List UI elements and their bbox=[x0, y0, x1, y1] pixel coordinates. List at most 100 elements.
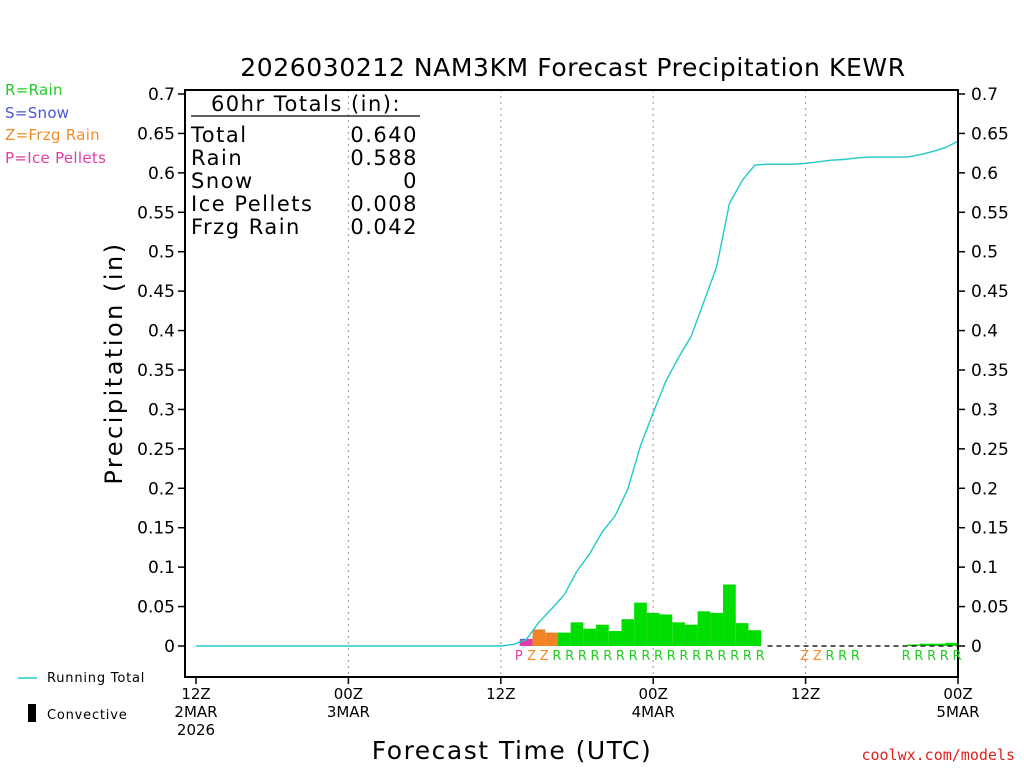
precip-type-letter: Z bbox=[800, 649, 809, 664]
totals-row-label: Total bbox=[190, 123, 248, 147]
precip-type-letter: R bbox=[692, 649, 701, 664]
totals-row-label: Snow bbox=[191, 169, 254, 193]
x-tick-label: 12Z bbox=[486, 685, 515, 703]
precip-bar bbox=[596, 624, 609, 646]
x-axis-label: Forecast Time (UTC) bbox=[372, 736, 652, 765]
precip-type-letter: R bbox=[565, 649, 574, 664]
precip-type-letter: R bbox=[927, 649, 936, 664]
precip-type-letter: R bbox=[641, 649, 650, 664]
precip-bar bbox=[723, 584, 736, 646]
precip-bar bbox=[545, 632, 558, 646]
y-tick-label-right: 0.2 bbox=[971, 479, 998, 499]
y-tick-label-right: 0.4 bbox=[971, 322, 998, 342]
legend-rain: R=Rain bbox=[5, 81, 63, 99]
y-tick-label-right: 0.05 bbox=[971, 598, 1009, 618]
precip-bar bbox=[672, 622, 685, 646]
chart-title: 2026030212 NAM3KM Forecast Precipitation… bbox=[240, 53, 905, 82]
y-tick-label-right: 0.15 bbox=[971, 519, 1009, 539]
y-tick-label-right: 0.65 bbox=[971, 124, 1009, 144]
y-tick-label-right: 0.1 bbox=[971, 558, 998, 578]
x-tick-label: 12Z bbox=[791, 685, 820, 703]
precip-type-letter: R bbox=[654, 649, 663, 664]
y-tick-label-right: 0.5 bbox=[971, 243, 998, 263]
x-tick-label: 00Z bbox=[943, 685, 972, 703]
precip-type-letter: R bbox=[591, 649, 600, 664]
running-total-line bbox=[196, 140, 959, 647]
precip-type-letter: Z bbox=[540, 649, 549, 664]
precip-type-letter: Z bbox=[813, 649, 822, 664]
totals-row-label: Ice Pellets bbox=[191, 192, 313, 216]
precip-type-letter: R bbox=[952, 649, 961, 664]
precip-bar bbox=[907, 644, 920, 646]
precip-bar bbox=[932, 643, 946, 646]
x-tick-label: 00Z bbox=[334, 685, 363, 703]
y-tick-label-left: 0.25 bbox=[137, 440, 175, 460]
x-tick-label: 00Z bbox=[639, 685, 668, 703]
x-tick-label: 3MAR bbox=[327, 703, 370, 721]
legend-snow: S=Snow bbox=[5, 104, 70, 122]
precip-bar bbox=[519, 639, 533, 646]
y-tick-label-left: 0.3 bbox=[148, 400, 175, 420]
precip-bar bbox=[684, 624, 698, 646]
y-tick-label-right: 0.25 bbox=[971, 440, 1009, 460]
precip-type-letter: R bbox=[756, 649, 765, 664]
precip-type-letter: R bbox=[743, 649, 752, 664]
precip-bar bbox=[583, 628, 597, 646]
precip-bar bbox=[634, 602, 647, 646]
running-total-legend-label: Running Total bbox=[47, 671, 145, 686]
y-tick-label-left: 0.7 bbox=[148, 85, 175, 105]
precip-type-letter: R bbox=[902, 649, 911, 664]
convective-legend-label: Convective bbox=[47, 708, 128, 723]
x-tick-label: 5MAR bbox=[936, 703, 979, 721]
totals-row-label: Rain bbox=[191, 146, 243, 170]
series-legend: Running Total Convective bbox=[18, 671, 145, 723]
y-tick-label-left: 0.2 bbox=[148, 479, 175, 499]
legend-ice-pellets: P=Ice Pellets bbox=[5, 149, 107, 167]
precip-type-letter: R bbox=[718, 649, 727, 664]
x-tick-label: 12Z bbox=[181, 685, 210, 703]
y-tick-label-left: 0.1 bbox=[148, 558, 175, 578]
y-tick-label-right: 0.3 bbox=[971, 400, 998, 420]
y-tick-label-left: 0.45 bbox=[137, 282, 175, 302]
convective-swatch bbox=[28, 704, 36, 722]
y-tick-label-left: 0.65 bbox=[137, 124, 175, 144]
y-tick-label-right: 0.7 bbox=[971, 85, 998, 105]
precip-type-letter: R bbox=[940, 649, 949, 664]
totals-row-value: 0.640 bbox=[350, 123, 418, 147]
totals-row-value: 0.008 bbox=[350, 192, 418, 216]
precip-type-letter: R bbox=[705, 649, 714, 664]
x-tick-label: 4MAR bbox=[632, 703, 675, 721]
precip-bar bbox=[710, 612, 724, 646]
precip-type-letter: Z bbox=[527, 649, 536, 664]
y-tick-label-left: 0.6 bbox=[148, 164, 175, 184]
y-tick-label-right: 0.55 bbox=[971, 203, 1009, 223]
precip-bar bbox=[919, 643, 933, 646]
totals-header: 60hr Totals (in): bbox=[211, 92, 401, 116]
totals-row-value: 0.588 bbox=[350, 146, 418, 170]
precip-type-letter: P bbox=[515, 649, 523, 664]
precip-type-letter: R bbox=[616, 649, 625, 664]
precip-bar bbox=[659, 614, 673, 646]
x-tick-label: 2026 bbox=[177, 721, 215, 739]
precip-bar bbox=[646, 612, 660, 646]
precip-bar bbox=[697, 611, 711, 646]
precip-bar bbox=[532, 629, 546, 646]
precip-type-letter: R bbox=[603, 649, 612, 664]
precip-bar bbox=[570, 622, 584, 646]
x-tick-label: 2MAR bbox=[174, 703, 217, 721]
totals-row-label: Frzg Rain bbox=[191, 215, 301, 239]
precip-type-letter: R bbox=[578, 649, 587, 664]
precip-bar bbox=[621, 619, 635, 646]
precip-type-letter: R bbox=[629, 649, 638, 664]
y-tick-label-right: 0 bbox=[971, 637, 982, 657]
y-tick-label-left: 0.15 bbox=[137, 519, 175, 539]
y-tick-label-left: 0.5 bbox=[148, 243, 175, 263]
y-axis-label: Precipitation (in) bbox=[100, 241, 128, 484]
y-tick-label-right: 0.6 bbox=[971, 164, 998, 184]
precip-bar bbox=[945, 642, 958, 646]
precip-type-letter: R bbox=[552, 649, 561, 664]
plot-frame bbox=[184, 89, 959, 678]
legend-frzg-rain: Z=Frzg Rain bbox=[5, 126, 100, 144]
totals-row-value: 0 bbox=[403, 169, 418, 193]
